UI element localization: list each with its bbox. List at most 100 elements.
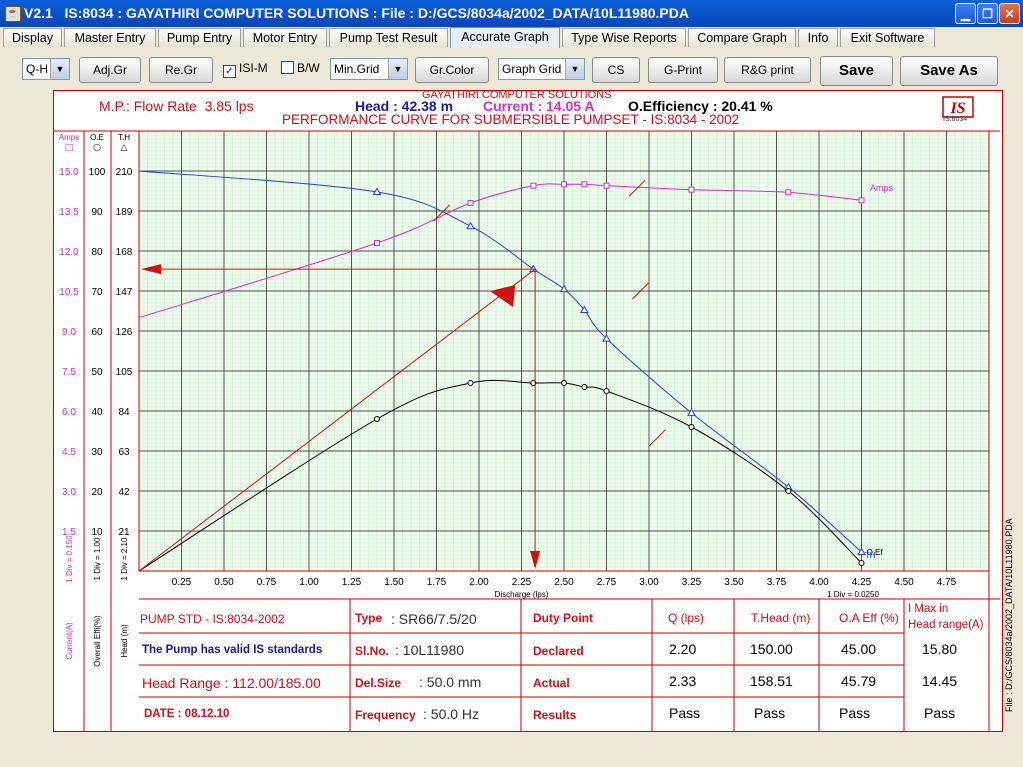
x-tick-label: 3.00 bbox=[639, 577, 659, 588]
graph-grid-value: Graph Grid bbox=[502, 62, 562, 76]
tab-type-wise-reports[interactable]: Type Wise Reports bbox=[562, 28, 686, 47]
version-label: V2.1 bbox=[24, 5, 53, 21]
y-axis-symbol: ○ bbox=[93, 143, 101, 153]
x-tick-label: 0.75 bbox=[257, 577, 277, 588]
frequency-value: : 50.0 Hz bbox=[423, 706, 480, 722]
actual-thead: 158.51 bbox=[750, 673, 793, 689]
efficiency-readout: O.Efficiency : 20.41 % bbox=[628, 98, 773, 114]
mp-flow-rate: M.P.: Flow Rate 3.85 lps bbox=[99, 98, 254, 114]
x-div-note: 1 Div = 0.0250 bbox=[827, 590, 879, 599]
tolerance-mark bbox=[632, 282, 649, 300]
duty-pointer-icon bbox=[490, 285, 516, 308]
data-point-eff bbox=[603, 388, 610, 394]
g-print-button[interactable]: G-Print bbox=[648, 57, 718, 83]
x-tick-label: 2.75 bbox=[597, 577, 617, 588]
isi-m-label: ISI-M bbox=[239, 61, 268, 75]
x-tick-label: 4.00 bbox=[809, 577, 829, 588]
data-point-head bbox=[466, 221, 475, 230]
y-axis-div-note: 1 Div = 0.150 bbox=[65, 535, 74, 583]
y-tick-label: 168 bbox=[116, 247, 133, 258]
tab-info[interactable]: Info bbox=[798, 28, 838, 47]
close-button[interactable]: ✕ bbox=[999, 3, 1020, 24]
x-tick-label: 4.75 bbox=[937, 577, 957, 588]
tab-pump-test-result[interactable]: Pump Test Result bbox=[329, 28, 448, 47]
thead-header: T.Head (m) bbox=[751, 611, 811, 625]
unchecked-box-icon[interactable] bbox=[281, 61, 294, 74]
x-tick-label: 2.50 bbox=[554, 577, 574, 588]
cs-button[interactable]: CS bbox=[592, 57, 640, 83]
chevron-down-icon[interactable]: ▼ bbox=[565, 59, 584, 79]
isi-logo-icon: IS bbox=[942, 96, 974, 118]
min-grid-value: Min.Grid bbox=[334, 62, 380, 76]
data-point-eff bbox=[581, 384, 588, 390]
x-tick-label: 0.50 bbox=[214, 577, 234, 588]
rg-print-button[interactable]: R&G print bbox=[724, 57, 811, 83]
performance-graph-panel: M.P.: Flow Rate 3.85 lps GAYATHIRI COMPU… bbox=[53, 89, 1003, 732]
declared-thead: 150.00 bbox=[750, 641, 793, 657]
y-tick-label: 42 bbox=[118, 487, 130, 498]
row-actual-label: Actual bbox=[533, 676, 570, 690]
gr-color-button[interactable]: Gr.Color bbox=[415, 57, 489, 83]
declared-imax: 15.80 bbox=[922, 641, 958, 657]
data-point-eff bbox=[561, 380, 567, 386]
y-tick-label: 20 bbox=[91, 487, 103, 498]
y-axis-header: Amps bbox=[59, 133, 79, 142]
actual-eff: 45.79 bbox=[841, 673, 877, 689]
mp-value: 3.85 lps bbox=[204, 98, 254, 114]
isi-m-checkbox[interactable]: ✓ ISI-M bbox=[223, 61, 268, 78]
graph-grid-select[interactable]: Graph Grid ▼ bbox=[498, 58, 585, 80]
tab-pump-entry[interactable]: Pump Entry bbox=[158, 28, 241, 47]
eff-curve-label: O.Ef bbox=[867, 548, 884, 557]
data-point-amps bbox=[467, 200, 474, 206]
x-tick-label: 2.00 bbox=[469, 577, 489, 588]
y-tick-label: 6.0 bbox=[62, 407, 76, 418]
y-axis-unit-label: Current(A) bbox=[65, 622, 74, 660]
company-name: GAYATHIRI COMPUTER SOLUTIONS bbox=[422, 89, 612, 101]
head-curve-label: TH bbox=[865, 551, 876, 560]
current-value: : 14.05 A bbox=[537, 98, 595, 114]
maximize-button[interactable]: ❐ bbox=[977, 3, 998, 24]
y-tick-label: 100 bbox=[89, 167, 106, 178]
min-grid-select[interactable]: Min.Grid ▼ bbox=[330, 58, 408, 80]
isi-logo: IS IS:8034 bbox=[940, 95, 976, 125]
delsize-value: : 50.0 mm bbox=[419, 674, 482, 690]
data-point-amps bbox=[858, 197, 865, 204]
tab-accurate-graph[interactable]: Accurate Graph bbox=[450, 27, 560, 48]
tolerance-mark bbox=[628, 179, 646, 197]
bw-checkbox[interactable]: B/W bbox=[281, 61, 320, 75]
head-label: Head bbox=[355, 98, 390, 114]
chevron-down-icon[interactable]: ▼ bbox=[50, 59, 69, 79]
window-title: V2.1 IS:8034 : GAYATHIRI COMPUTER SOLUTI… bbox=[24, 5, 689, 21]
save-button[interactable]: Save bbox=[820, 56, 893, 86]
y-tick-label: 50 bbox=[91, 367, 103, 378]
y-axis-header: O.E bbox=[90, 133, 104, 142]
minimize-button[interactable]: ▁ bbox=[955, 3, 976, 24]
performance-chart[interactable]: 0.25 0.50 0.75 1.00 1.25 1.50 1.75 2.00 2.25 2.50… bbox=[54, 91, 1002, 731]
eff-header: O.A Eff (%) bbox=[839, 611, 899, 625]
tab-master-entry[interactable]: Master Entry bbox=[64, 28, 156, 47]
declared-q: 2.20 bbox=[669, 641, 697, 657]
imax-header-2: Head range(A) bbox=[908, 619, 984, 631]
re-gr-button[interactable]: Re.Gr bbox=[149, 57, 213, 83]
y-axis-div-note: 1 Div = 1.00 bbox=[93, 537, 102, 580]
x-tick-label: 1.50 bbox=[384, 577, 404, 588]
x-tick-label: 3.50 bbox=[724, 577, 744, 588]
data-point-eff bbox=[374, 416, 380, 422]
tab-exit-software[interactable]: Exit Software bbox=[840, 28, 935, 47]
y-tick-label: 60 bbox=[91, 327, 103, 338]
tab-motor-entry[interactable]: Motor Entry bbox=[243, 28, 327, 47]
y-tick-label: 15.0 bbox=[59, 167, 79, 178]
y-tick-label: 126 bbox=[116, 327, 133, 338]
check-icon[interactable]: ✓ bbox=[223, 65, 236, 78]
result-q: Pass bbox=[669, 705, 701, 721]
save-as-button[interactable]: Save As bbox=[900, 56, 998, 86]
tab-display[interactable]: Display bbox=[3, 28, 62, 47]
adj-gr-button[interactable]: Adj.Gr bbox=[79, 57, 141, 83]
tab-compare-graph[interactable]: Compare Graph bbox=[688, 28, 796, 47]
tolerance-mark bbox=[649, 429, 666, 447]
graph-type-select[interactable]: Q-H ▼ bbox=[22, 58, 70, 80]
chevron-down-icon[interactable]: ▼ bbox=[388, 59, 407, 79]
row-results-label: Results bbox=[533, 708, 577, 722]
y-axis-symbol: △ bbox=[121, 143, 128, 153]
y-axis-header: T.H bbox=[118, 133, 130, 142]
